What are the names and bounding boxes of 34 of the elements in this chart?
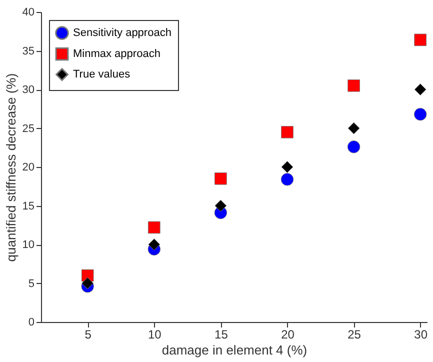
point <box>414 108 427 121</box>
point <box>82 277 94 290</box>
point <box>280 173 294 186</box>
legend-label: Minmax approach <box>73 48 160 60</box>
point <box>414 84 426 96</box>
point <box>348 122 360 134</box>
legend-label: Sensitivity approach <box>73 27 172 39</box>
y-tick-label: 30 <box>22 84 34 96</box>
y-tick-label: 0 <box>28 316 34 328</box>
point <box>281 126 294 138</box>
x-tick-label: 30 <box>414 328 428 342</box>
y-tick-label: 40 <box>22 6 34 18</box>
x-tick-label: 15 <box>214 328 228 342</box>
point <box>148 238 160 250</box>
x-tick-label: 20 <box>281 328 295 342</box>
x-tick-label: 25 <box>348 328 362 342</box>
y-tick-label: 10 <box>22 239 34 251</box>
x-tick-label: 5 <box>84 328 92 342</box>
y-tick-label: 20 <box>22 162 34 174</box>
legend-label: True values <box>73 68 131 80</box>
y-tick-label: 25 <box>22 122 34 135</box>
point <box>414 34 427 46</box>
point <box>214 172 227 185</box>
point <box>347 140 360 154</box>
x-tick-label: 10 <box>148 328 162 342</box>
y-tick-label: 35 <box>22 45 34 58</box>
point <box>148 221 160 234</box>
point <box>348 79 360 92</box>
x-axis-title: damage in element 4 (%) <box>162 342 308 358</box>
y-tick-label: 15 <box>22 200 34 212</box>
point <box>214 200 227 212</box>
point <box>281 161 294 173</box>
y-tick-label: 5 <box>28 278 34 290</box>
y-axis-title: quantified stiffness decrease (%) <box>3 73 18 262</box>
